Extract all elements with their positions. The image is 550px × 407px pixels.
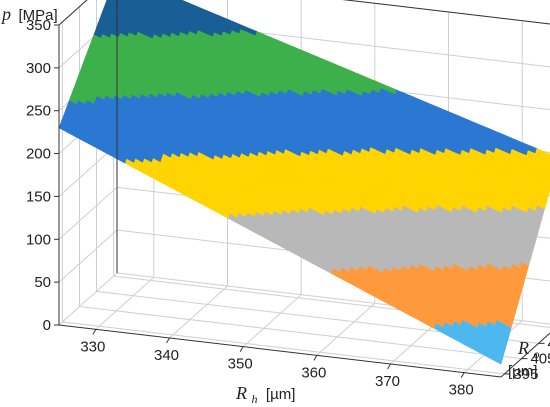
axes: 0 50 100 150 200 250 300 350 330 340 350 360 370 380 3… bbox=[26, 0, 550, 399]
y-axis-unit: [µm] bbox=[508, 363, 537, 380]
surface-cell bbox=[542, 180, 550, 189]
y-tick-label: 415 bbox=[548, 335, 550, 352]
z-tick-label: 350 bbox=[26, 17, 51, 34]
x-axis-line bbox=[58, 324, 502, 378]
surface-cell bbox=[545, 169, 550, 178]
z-tick-label: 250 bbox=[26, 103, 51, 120]
x-axis-symbol: R bbox=[235, 383, 247, 403]
z-tick-label: 0 bbox=[43, 317, 51, 334]
axis-labels: p [MPa] R h [µm] R o [µm] bbox=[0, 4, 539, 407]
surface-bands bbox=[58, 0, 550, 365]
box-edge bbox=[342, 0, 550, 25]
surface-cell bbox=[493, 354, 503, 365]
x-tick-mark bbox=[460, 372, 465, 378]
y-tick-label: 405 bbox=[530, 351, 550, 368]
x-axis-unit: [µm] bbox=[266, 386, 295, 403]
z-tick-label: 100 bbox=[26, 231, 51, 248]
x-tick-mark bbox=[387, 363, 391, 370]
y-axis-label: R o bbox=[517, 338, 539, 361]
box-edge bbox=[58, 0, 88, 26]
surface-cell bbox=[542, 151, 550, 161]
x-tick-label: 350 bbox=[228, 356, 253, 373]
z-axis-symbol: p bbox=[0, 4, 11, 24]
x-axis-subscript: h bbox=[251, 392, 257, 406]
y-axis-subscript: o bbox=[533, 347, 539, 361]
x-tick-label: 370 bbox=[375, 373, 400, 390]
x-tick-mark bbox=[239, 346, 244, 352]
z-tick-label: 300 bbox=[26, 60, 51, 77]
z-tick-label: 200 bbox=[26, 146, 51, 163]
x-tick-mark bbox=[92, 329, 97, 335]
x-tick-label: 380 bbox=[449, 382, 474, 399]
y-axis-line bbox=[500, 332, 550, 378]
y-axis-symbol: R bbox=[517, 338, 529, 358]
x-tick-label: 330 bbox=[80, 338, 105, 355]
z-axis-label: p [MPa] bbox=[0, 4, 58, 24]
x-tick-mark bbox=[313, 355, 318, 361]
x-axis-label: R h [µm] bbox=[235, 383, 295, 407]
x-tick-mark bbox=[166, 337, 170, 344]
x-gridline bbox=[463, 20, 523, 374]
z-axis-unit: [MPa] bbox=[18, 7, 57, 24]
surface-cell bbox=[546, 164, 550, 172]
z-tick-label: 150 bbox=[26, 188, 51, 205]
z-tick-label: 50 bbox=[34, 274, 51, 291]
x-tick-label: 340 bbox=[154, 347, 179, 364]
y-tick-label: 395 bbox=[513, 366, 538, 383]
x-tick-label: 360 bbox=[301, 364, 326, 381]
